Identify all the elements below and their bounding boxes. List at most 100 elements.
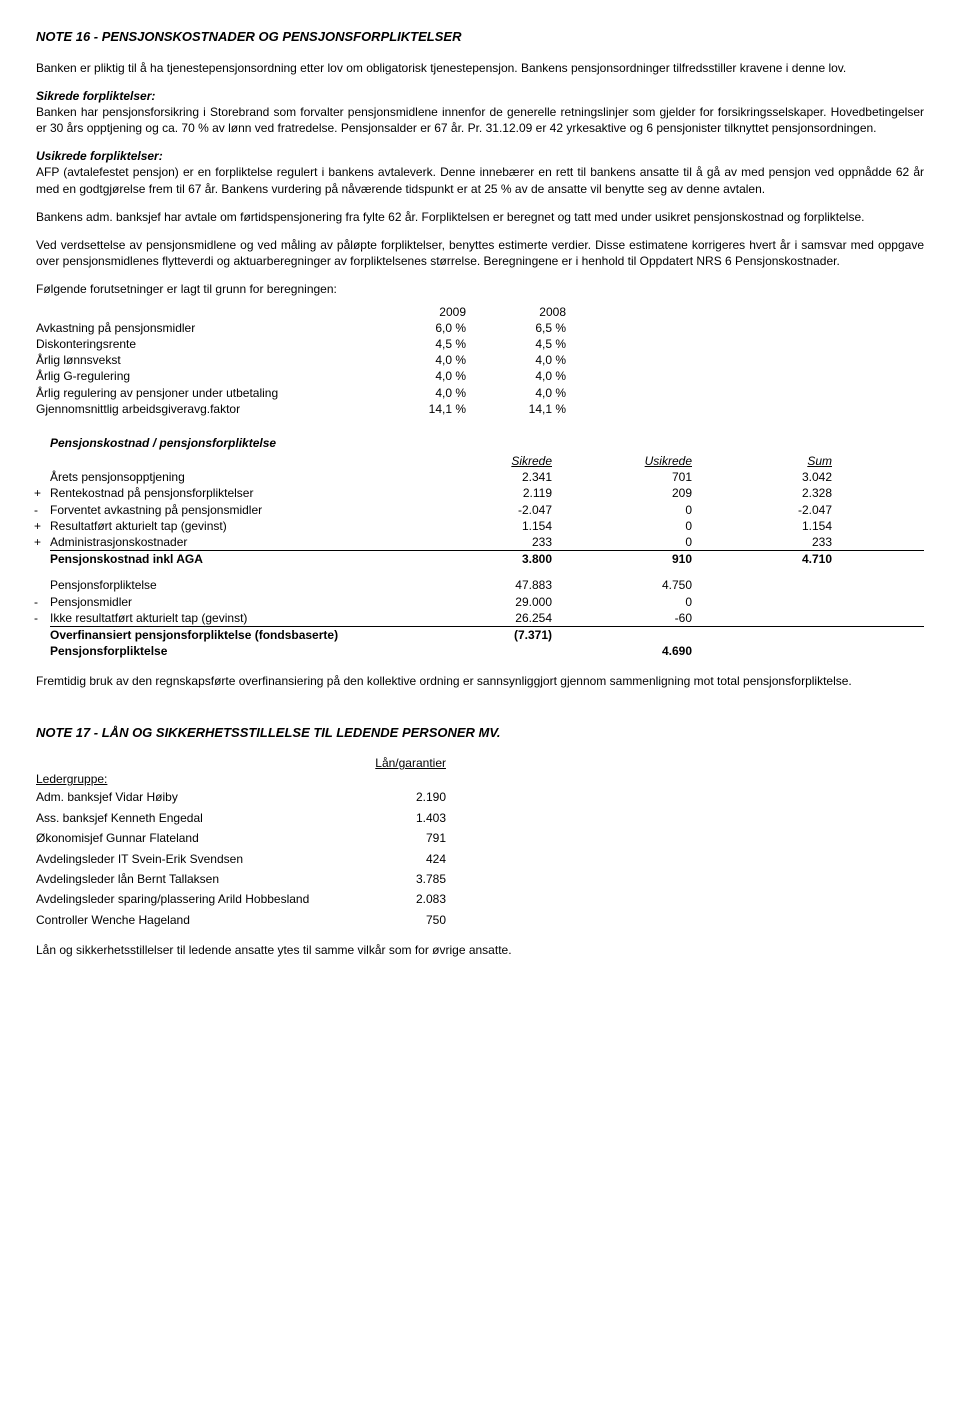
assump-val-2009: 4,5 % <box>366 336 466 352</box>
cost-row-sign: + <box>34 534 50 550</box>
loan-row-value: 791 <box>336 828 446 848</box>
cost-row-c1: -2.047 <box>412 502 552 518</box>
note16-p5: Ved verdsettelse av pensjonsmidlene og v… <box>36 237 924 269</box>
cost-total2b-label: Pensjonsforpliktelse <box>50 643 412 659</box>
cost-row2-sign: - <box>34 594 50 610</box>
usikrede-title: Usikrede forpliktelser: <box>36 149 163 163</box>
loan-row-value: 2.190 <box>336 787 446 807</box>
loan-group-label: Ledergruppe: <box>36 771 336 787</box>
cost-row2: -Ikke resultatført akturielt tap (gevins… <box>50 610 924 626</box>
assump-label: Diskonteringsrente <box>36 336 366 352</box>
assump-label: Årlig regulering av pensjoner under utbe… <box>36 385 366 401</box>
cost-row2: -Pensjonsmidler29.0000 <box>50 594 924 610</box>
cost-row-c3: -2.047 <box>692 502 832 518</box>
cost-row-label: Forventet avkastning på pensjonsmidler <box>50 502 412 518</box>
assump-val-2009: 4,0 % <box>366 368 466 384</box>
assump-val-2009: 6,0 % <box>366 320 466 336</box>
assumptions-intro: Følgende forutsetninger er lagt til grun… <box>36 281 924 297</box>
loan-row: Avdelingsleder lån Bernt Tallaksen3.785 <box>36 869 924 889</box>
assump-hdr-2008: 2008 <box>466 304 566 320</box>
loan-row-value: 2.083 <box>336 889 446 909</box>
assump-label: Gjennomsnittlig arbeidsgiveravg.faktor <box>36 401 366 417</box>
sikrede-body: Banken har pensjonsforsikring i Storebra… <box>36 105 924 135</box>
cost-row-label: Administrasjonskostnader <box>50 534 412 550</box>
cost-total2b-c2: 4.690 <box>552 643 692 659</box>
cost-row-c2: 209 <box>552 485 692 501</box>
assump-val-2008: 4,0 % <box>466 385 566 401</box>
cost-row-sign <box>34 469 50 485</box>
cost-row-sign: + <box>34 518 50 534</box>
cost-row-c1: 2.341 <box>412 469 552 485</box>
loan-row-label: Controller Wenche Hageland <box>36 910 336 930</box>
assumption-row: Årlig G-regulering4,0 %4,0 % <box>36 368 924 384</box>
cost-total1-c2: 910 <box>552 551 692 567</box>
cost-row-c3: 2.328 <box>692 485 832 501</box>
cost-row-c2: 0 <box>552 534 692 550</box>
assumption-row: Diskonteringsrente4,5 %4,5 % <box>36 336 924 352</box>
loan-row-label: Adm. banksjef Vidar Høiby <box>36 787 336 807</box>
loan-row-label: Ass. banksjef Kenneth Engedal <box>36 808 336 828</box>
assump-val-2008: 4,0 % <box>466 368 566 384</box>
loan-row: Ass. banksjef Kenneth Engedal1.403 <box>36 808 924 828</box>
cost-hdr-usikrede: Usikrede <box>552 453 692 469</box>
cost-row2-sign: - <box>34 610 50 626</box>
assump-val-2008: 4,0 % <box>466 352 566 368</box>
cost-table: Pensjonskostnad / pensjonsforpliktelse S… <box>50 435 924 659</box>
loan-hdr: Lån/garantier <box>336 755 446 771</box>
cost-row-sign: + <box>34 485 50 501</box>
cost-row2-label: Ikke resultatført akturielt tap (gevinst… <box>50 610 412 626</box>
cost-row2-c1: 26.254 <box>412 610 552 626</box>
cost-row-c2: 0 <box>552 518 692 534</box>
cost-row-label: Resultatført akturielt tap (gevinst) <box>50 518 412 534</box>
assump-val-2008: 14,1 % <box>466 401 566 417</box>
cost-row-sign: - <box>34 502 50 518</box>
assump-label: Avkastning på pensjonsmidler <box>36 320 366 336</box>
cost-row-c1: 1.154 <box>412 518 552 534</box>
assump-val-2009: 4,0 % <box>366 385 466 401</box>
cost-row2-c1: 47.883 <box>412 577 552 593</box>
cost-row-label: Årets pensjonsopptjening <box>50 469 412 485</box>
cost-row-c2: 0 <box>552 502 692 518</box>
assump-val-2008: 4,5 % <box>466 336 566 352</box>
sikrede-title: Sikrede forpliktelser: <box>36 89 155 103</box>
note17-footer: Lån og sikkerhetsstillelser til ledende … <box>36 942 924 958</box>
loan-row-value: 424 <box>336 849 446 869</box>
note16-sikrede: Sikrede forpliktelser: Banken har pensjo… <box>36 88 924 137</box>
cost-row2: Pensjonsforpliktelse47.8834.750 <box>50 577 924 593</box>
cost-row: +Administrasjonskostnader2330233 <box>50 534 924 550</box>
loan-row: Økonomisjef Gunnar Flateland791 <box>36 828 924 848</box>
cost-hdr-sikrede: Sikrede <box>412 453 552 469</box>
cost-row-c2: 701 <box>552 469 692 485</box>
cost-total1-label: Pensjonskostnad inkl AGA <box>50 551 412 567</box>
cost-row2-c2: -60 <box>552 610 692 626</box>
assump-hdr-2009: 2009 <box>366 304 466 320</box>
note17-title: NOTE 17 - LÅN OG SIKKERHETSSTILLELSE TIL… <box>36 724 924 742</box>
cost-row2-c2: 0 <box>552 594 692 610</box>
loan-row-label: Økonomisjef Gunnar Flateland <box>36 828 336 848</box>
cost-row: +Rentekostnad på pensjonsforpliktelser2.… <box>50 485 924 501</box>
assumptions-table: 2009 2008 Avkastning på pensjonsmidler6,… <box>36 304 924 417</box>
cost-row-c3: 1.154 <box>692 518 832 534</box>
note16-p4: Bankens adm. banksjef har avtale om ført… <box>36 209 924 225</box>
cost-row-c3: 3.042 <box>692 469 832 485</box>
loan-row: Adm. banksjef Vidar Høiby2.190 <box>36 787 924 807</box>
cost-total1-c1: 3.800 <box>412 551 552 567</box>
cost-total2a-label: Overfinansiert pensjonsforpliktelse (fon… <box>50 627 412 643</box>
cost-row: Årets pensjonsopptjening2.3417013.042 <box>50 469 924 485</box>
cost-row2-c1: 29.000 <box>412 594 552 610</box>
loan-row: Avdelingsleder sparing/plassering Arild … <box>36 889 924 909</box>
cost-total1-c3: 4.710 <box>692 551 832 567</box>
assumption-row: Årlig regulering av pensjoner under utbe… <box>36 385 924 401</box>
cost-row-label: Rentekostnad på pensjonsforpliktelser <box>50 485 412 501</box>
loan-row: Avdelingsleder IT Svein-Erik Svendsen424 <box>36 849 924 869</box>
assump-label: Årlig lønnsvekst <box>36 352 366 368</box>
assump-val-2009: 4,0 % <box>366 352 466 368</box>
loan-table: Lån/garantier Ledergruppe: Adm. banksjef… <box>36 755 924 930</box>
loan-row-label: Avdelingsleder sparing/plassering Arild … <box>36 889 336 909</box>
assump-val-2008: 6,5 % <box>466 320 566 336</box>
assumption-row: Gjennomsnittlig arbeidsgiveravg.faktor14… <box>36 401 924 417</box>
assumption-row: Årlig lønnsvekst4,0 %4,0 % <box>36 352 924 368</box>
assump-val-2009: 14,1 % <box>366 401 466 417</box>
loan-row-value: 1.403 <box>336 808 446 828</box>
loan-row-label: Avdelingsleder IT Svein-Erik Svendsen <box>36 849 336 869</box>
